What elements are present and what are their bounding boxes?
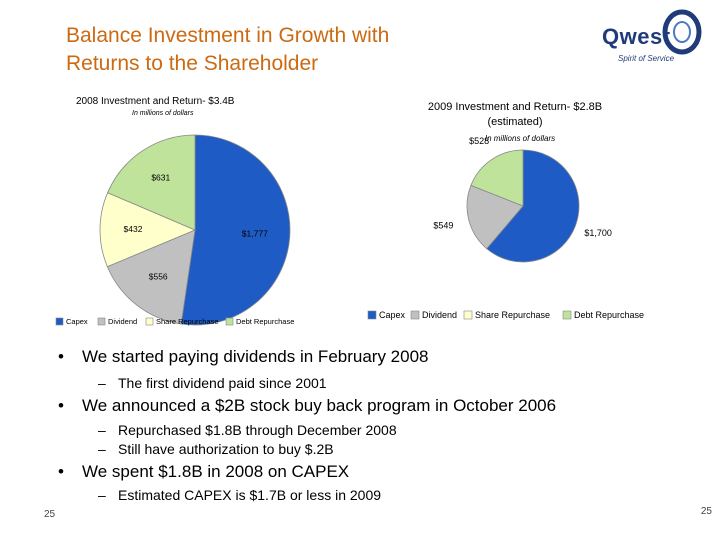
chart-2009: 2009 Investment and Return- $2.8B (estim…: [360, 100, 675, 330]
pie-label-debt-repurchase: $528: [469, 136, 489, 146]
chart-2009-title-line-1: 2009 Investment and Return- $2.8B: [427, 101, 603, 113]
bullet-3-text: We spent $1.8B in 2008 on CAPEX: [82, 462, 350, 481]
legend-item-debt-repurchase: Debt Repurchase: [562, 310, 644, 320]
chart-2008: 2008 Investment and Return- $3.4B In mil…: [52, 90, 322, 330]
pie-2009: $1,700 $549 $528 Capex Dividend Share Repurch…: [367, 136, 644, 320]
pie-label-dividend: $556: [149, 272, 168, 282]
legend-item-share-repurchase: Share Repurchase: [463, 310, 550, 320]
legend-item-debt-repurchase: Debt Repurchase: [225, 317, 294, 326]
logo-word: Qwest: [602, 24, 671, 49]
legend-swatch-share-repurchase: [463, 310, 473, 320]
page-number-right: 25: [700, 506, 712, 517]
bullet-1: • We started paying dividends in February…: [58, 347, 429, 366]
page-number-left: 25: [44, 509, 56, 520]
legend-item-dividend: Dividend: [97, 317, 137, 326]
chart-2008-subtitle: In millions of dollars: [132, 110, 194, 117]
pie-label-debt-repurchase: $631: [151, 173, 170, 183]
legend-label-share-repurchase: Share Repurchase: [156, 317, 219, 326]
legend-label-debt-repurchase: Debt Repurchase: [574, 310, 644, 320]
slide-title: Balance Investment in Growth with Return…: [66, 22, 466, 78]
pie-slice-share-repurchase: [99, 192, 197, 268]
legend-label-capex: Capex: [379, 310, 406, 320]
legend-item-share-repurchase: Share Repurchase: [145, 317, 219, 326]
legend-swatch-dividend: [97, 317, 106, 326]
bullet-3: • We spent $1.8B in 2008 on CAPEX: [58, 462, 350, 481]
chart-2009-title: 2009 Investment and Return- $2.8B (estim…: [400, 100, 630, 130]
chart-2008-title: 2008 Investment and Return- $3.4B: [76, 96, 235, 107]
pie-label-capex: $1,777: [242, 229, 268, 239]
legend-swatch-share-repurchase: [145, 317, 154, 326]
pie-slice-debt-repurchase: [107, 134, 196, 231]
logo-swoosh-icon: [662, 9, 702, 55]
pie-label-share-repurchase: $432: [124, 224, 143, 234]
pie-slice-dividend: [466, 184, 524, 250]
bullet-2-sub-2: – Still have authorization to buy $.2B: [98, 441, 334, 457]
pie-label-dividend: $549: [433, 220, 453, 230]
legend-label-dividend: Dividend: [108, 317, 137, 326]
legend-swatch-capex: [367, 310, 377, 320]
legend-swatch-capex: [55, 317, 64, 326]
legend-label-dividend: Dividend: [422, 310, 457, 320]
bullet-2-sub-1: – Repurchased $1.8B through December 2008: [98, 422, 397, 438]
pie-slice-capex: [486, 149, 580, 263]
bullet-2-text: We announced a $2B stock buy back progra…: [82, 396, 557, 415]
legend-swatch-dividend: [410, 310, 420, 320]
qwest-logo: Qwest Spirit of Service: [596, 6, 714, 76]
pie-label-capex: $1,700: [584, 228, 612, 238]
pie-slice-capex: [180, 134, 291, 326]
pie-2008: $1,777 $556 $432 $631 Capex Dividend Share Rep…: [55, 134, 294, 326]
legend-swatch-debt-repurchase: [225, 317, 234, 326]
bullet-1-sub-1: – The first dividend paid since 2001: [98, 375, 327, 391]
title-line-2: Returns to the Shareholder: [66, 52, 319, 75]
legend-item-capex: Capex: [55, 317, 88, 326]
legend-label-debt-repurchase: Debt Repurchase: [236, 317, 294, 326]
logo-tagline: Spirit of Service: [618, 54, 675, 63]
legend-item-dividend: Dividend: [410, 310, 457, 320]
legend-label-capex: Capex: [66, 317, 88, 326]
chart-2009-title-line-2: (estimated): [487, 116, 543, 128]
bullet-3-sub-1-text: Estimated CAPEX is $1.7B or less in 2009: [118, 487, 382, 503]
bullet-2: • We announced a $2B stock buy back progr…: [58, 396, 557, 415]
bullet-3-sub-1: – Estimated CAPEX is $1.7B or less in 200…: [98, 487, 382, 503]
pie-slice-dividend: [106, 229, 196, 325]
bullet-2-sub-2-text: Still have authorization to buy $.2B: [118, 441, 334, 457]
legend-swatch-debt-repurchase: [562, 310, 572, 320]
pie-slice-debt-repurchase: [470, 149, 524, 207]
title-line-1: Balance Investment in Growth with: [66, 24, 390, 47]
legend-label-share-repurchase: Share Repurchase: [475, 310, 550, 320]
legend-item-capex: Capex: [367, 310, 406, 320]
bullet-2-sub-1-text: Repurchased $1.8B through December 2008: [118, 422, 397, 438]
bullet-1-text: We started paying dividends in February …: [82, 347, 429, 366]
bullet-1-sub-1-text: The first dividend paid since 2001: [118, 375, 327, 391]
chart-2009-subtitle: In millions of dollars: [484, 134, 556, 143]
